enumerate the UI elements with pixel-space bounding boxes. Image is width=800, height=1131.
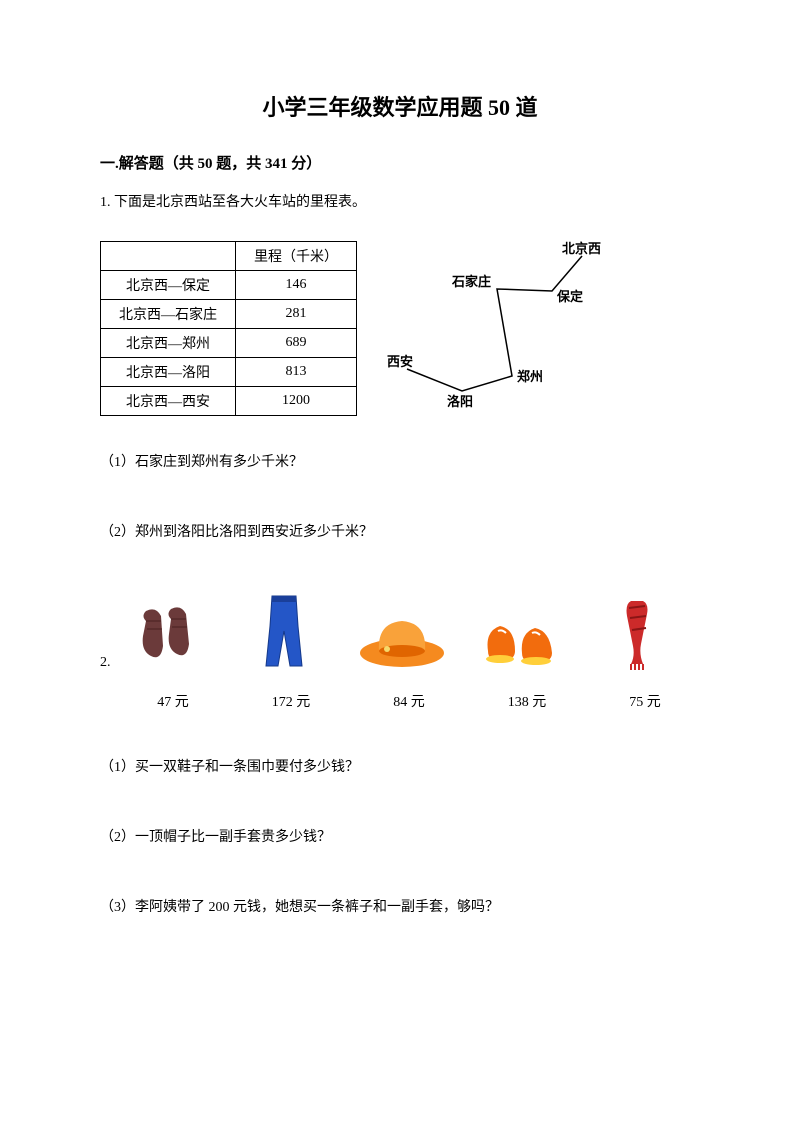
shoes-icon	[480, 611, 560, 671]
price-shoes: 138 元	[482, 691, 572, 711]
city-shijiazhuang: 石家庄	[451, 274, 491, 289]
pants-icon	[254, 591, 314, 671]
km-cell: 281	[236, 300, 357, 329]
route-cell: 北京西—保定	[101, 271, 236, 300]
price-pants: 172 元	[246, 691, 336, 711]
page-title: 小学三年级数学应用题 50 道	[100, 90, 700, 122]
section-header: 一.解答题（共 50 题，共 341 分）	[100, 152, 700, 173]
city-beijingxi: 北京西	[562, 241, 601, 256]
city-zhengzhou: 郑州	[517, 369, 543, 384]
q2-number: 2.	[100, 655, 111, 671]
city-luoyang: 洛阳	[447, 394, 473, 409]
price-hat: 84 元	[364, 691, 454, 711]
km-cell: 689	[236, 329, 357, 358]
item-gloves	[121, 601, 211, 671]
route-map-icon: 北京西 保定 石家庄 郑州 洛阳 西安	[387, 241, 607, 411]
table-row: 北京西—保定 146	[101, 271, 357, 300]
item-shoes	[475, 611, 565, 671]
q1-sub2: （2）郑州到洛阳比洛阳到西安近多少千米？	[100, 521, 700, 541]
q1-sub1: （1）石家庄到郑州有多少千米？	[100, 451, 700, 471]
table-row: 北京西—郑州 689	[101, 329, 357, 358]
city-xian: 西安	[387, 354, 413, 369]
table-row: 北京西—西安 1200	[101, 387, 357, 416]
table-row: 北京西—石家庄 281	[101, 300, 357, 329]
route-cell: 北京西—石家庄	[101, 300, 236, 329]
q1-intro: 1. 下面是北京西站至各大火车站的里程表。	[100, 191, 700, 211]
item-hat	[357, 611, 447, 671]
table-header-empty	[101, 242, 236, 271]
km-cell: 1200	[236, 387, 357, 416]
hat-icon	[357, 611, 447, 671]
route-cell: 北京西—洛阳	[101, 358, 236, 387]
table-row: 北京西—洛阳 813	[101, 358, 357, 387]
km-cell: 813	[236, 358, 357, 387]
city-baoding: 保定	[556, 289, 583, 304]
q2-prices: 47 元 172 元 84 元 138 元 75 元	[128, 691, 700, 711]
q2-sub3: （3）李阿姨带了 200 元钱，她想买一条裤子和一副手套，够吗？	[100, 896, 700, 916]
route-cell: 北京西—西安	[101, 387, 236, 416]
km-cell: 146	[236, 271, 357, 300]
scarf-icon	[613, 596, 663, 671]
item-scarf	[593, 596, 683, 671]
q1-figure: 里程（千米） 北京西—保定 146 北京西—石家庄 281 北京西—郑州 689…	[100, 241, 700, 416]
price-gloves: 47 元	[128, 691, 218, 711]
q2-sub1: （1）买一双鞋子和一条围巾要付多少钱？	[100, 756, 700, 776]
route-cell: 北京西—郑州	[101, 329, 236, 358]
price-scarf: 75 元	[600, 691, 690, 711]
mileage-table: 里程（千米） 北京西—保定 146 北京西—石家庄 281 北京西—郑州 689…	[100, 241, 357, 416]
q2-row: 2.	[100, 591, 700, 671]
gloves-icon	[131, 601, 201, 671]
q2-sub2: （2）一顶帽子比一副手套贵多少钱？	[100, 826, 700, 846]
item-pants	[239, 591, 329, 671]
table-header-km: 里程（千米）	[236, 242, 357, 271]
